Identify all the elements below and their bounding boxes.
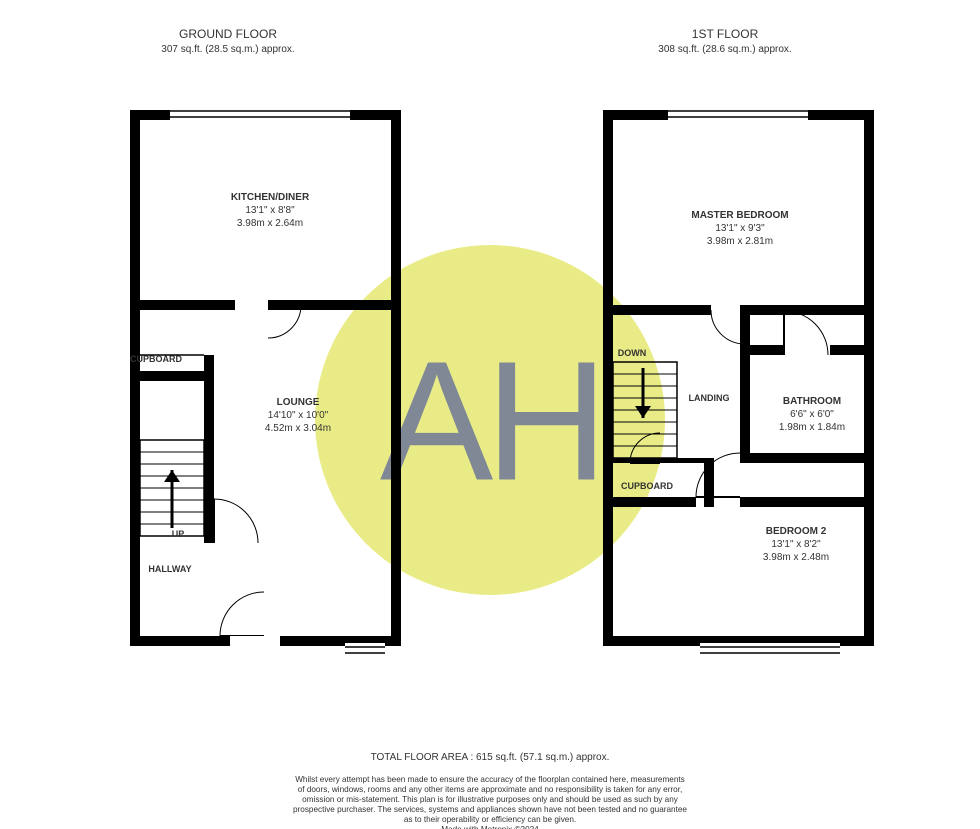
room-name: LOUNGE — [277, 397, 320, 408]
room-dim-metric: 3.98m x 2.48m — [763, 552, 829, 563]
room-dim-imperial: 13'1" x 8'2" — [771, 539, 821, 550]
wall — [130, 300, 235, 310]
room-name: CUPBOARD — [130, 354, 183, 364]
room-name: BEDROOM 2 — [766, 526, 827, 537]
room-dim-metric: 3.98m x 2.64m — [237, 218, 303, 229]
room-name: DOWN — [618, 348, 647, 358]
wall — [750, 345, 784, 355]
wall — [740, 497, 874, 507]
room-name: LANDING — [689, 393, 730, 403]
svg-text:omission or mis-statement. Thi: omission or mis-statement. This plan is … — [302, 795, 679, 804]
room-dim-imperial: 14'10" x 10'0" — [268, 410, 329, 421]
wall — [130, 371, 204, 381]
svg-text:as to their operability or eff: as to their operability or efficiency ca… — [404, 815, 576, 824]
door — [220, 592, 264, 636]
floor-title: 1ST FLOOR — [692, 27, 759, 41]
room-cupg: CUPBOARD — [130, 354, 183, 364]
svg-text:AH: AH — [380, 327, 600, 517]
room-name: CUPBOARD — [621, 481, 674, 491]
room-cup1: CUPBOARD — [621, 481, 674, 491]
room-up: UP — [172, 529, 185, 539]
wall — [603, 305, 711, 315]
door — [214, 499, 258, 543]
room-hallway: HALLWAY — [148, 564, 191, 574]
wall — [745, 305, 874, 315]
svg-text:prospective purchaser. The ser: prospective purchaser. The services, sys… — [293, 805, 687, 814]
room-dim-metric: 3.98m x 2.81m — [707, 236, 773, 247]
stairs — [140, 440, 204, 536]
room-dim-imperial: 13'1" x 8'8" — [245, 205, 295, 216]
wall — [830, 345, 874, 355]
room-dim-imperial: 13'1" x 9'3" — [715, 223, 765, 234]
room-bath: BATHROOM 6'6" x 6'0" 1.98m x 1.84m — [779, 396, 845, 433]
wall — [750, 453, 874, 463]
room-down: DOWN — [618, 348, 647, 358]
room-bed2: BEDROOM 2 13'1" x 8'2" 3.98m x 2.48m — [763, 526, 829, 563]
floor-area: 308 sq.ft. (28.6 sq.m.) approx. — [658, 44, 791, 55]
svg-text:of doors, windows, rooms and a: of doors, windows, rooms and any other i… — [298, 785, 683, 794]
floor-title: GROUND FLOOR — [179, 27, 277, 41]
room-dim-metric: 4.52m x 3.04m — [265, 423, 331, 434]
floorplan-canvas: AH GROUND FLOOR 307 sq.ft. (28.5 sq.m.) ap… — [0, 0, 980, 829]
wall — [603, 497, 696, 507]
room-dim-metric: 1.98m x 1.84m — [779, 422, 845, 433]
room-name: BATHROOM — [783, 396, 841, 407]
room-kitchen: KITCHEN/DINER 13'1" x 8'8" 3.98m x 2.64m — [231, 192, 310, 229]
room-master: MASTER BEDROOM 13'1" x 9'3" 3.98m x 2.81m — [691, 210, 788, 247]
svg-text:Whilst every attempt has been: Whilst every attempt has been made to en… — [295, 775, 685, 784]
total-area: TOTAL FLOOR AREA : 615 sq.ft. (57.1 sq.m… — [371, 752, 610, 763]
room-name: HALLWAY — [148, 564, 191, 574]
room-name: UP — [172, 529, 185, 539]
door — [784, 311, 828, 355]
svg-text:Made with Metropix ©2024: Made with Metropix ©2024 — [441, 825, 539, 829]
room-landing: LANDING — [689, 393, 730, 403]
floor-area: 307 sq.ft. (28.5 sq.m.) approx. — [161, 44, 294, 55]
room-name: MASTER BEDROOM — [691, 210, 788, 221]
footer: TOTAL FLOOR AREA : 615 sq.ft. (57.1 sq.m… — [293, 752, 687, 829]
room-dim-imperial: 6'6" x 6'0" — [790, 409, 834, 420]
room-name: KITCHEN/DINER — [231, 192, 310, 203]
door — [711, 310, 745, 344]
wall — [204, 355, 214, 543]
